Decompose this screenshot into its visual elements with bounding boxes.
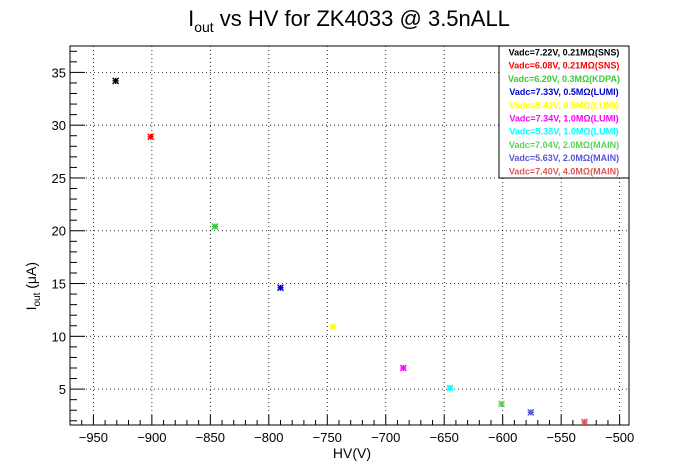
axes: −950 −900 −850 −800 −750 −700 −650 −600 −550 −500… (52, 50, 634, 445)
y-axis-label: Iout (μA) (23, 262, 43, 310)
data-point (329, 323, 337, 331)
legend-entry: Vadc=6.20V, 0.3MΩ(KDPA) (508, 74, 620, 84)
plot-frame (69, 45, 630, 426)
x-tick-label: −650 (430, 430, 459, 445)
legend-entry: Vadc=7.22V, 0.21MΩ(SNS) (509, 48, 620, 58)
legend-box (498, 45, 630, 179)
data-points (112, 77, 589, 426)
data-point (147, 133, 155, 141)
y-tick-label: 20 (52, 224, 66, 239)
y-axis-label-rest: (μA) (23, 262, 39, 293)
x-tick-label: −700 (371, 430, 400, 445)
legend-entry: Vadc=5.63V, 2.0MΩ(MAIN) (509, 153, 619, 163)
chart-title-rest: vs HV for ZK4033 @ 3.5nALL (214, 6, 510, 31)
x-tick-label: −900 (137, 430, 166, 445)
x-tick-label: −750 (313, 430, 342, 445)
chart-title-sub: out (194, 19, 214, 35)
data-point (399, 364, 407, 372)
legend-entry: Vadc=7.04V, 2.0MΩ(MAIN) (509, 140, 619, 150)
y-tick-label: 25 (52, 171, 66, 186)
y-tick-label: 5 (59, 382, 66, 397)
data-point (277, 284, 284, 292)
data-point (581, 418, 589, 426)
legend-entry: Vadc=5.38V, 1.0MΩ(LUMI) (509, 127, 618, 137)
x-axis-label: HV(V) (333, 445, 371, 461)
legend-entry: Vadc=7.34V, 1.0MΩ(LUMI) (509, 114, 618, 124)
legend-entry: Vadc=7.40V, 4.0MΩ(MAIN) (509, 166, 619, 176)
y-tick-label: 35 (52, 65, 66, 80)
data-point (446, 384, 454, 392)
legend-entry: Vadc=7.33V, 0.5MΩ(LUMI) (509, 87, 618, 97)
x-tick-label: −800 (254, 430, 283, 445)
data-point (112, 77, 120, 85)
y-axis-label-sub: out (32, 292, 43, 306)
data-point (498, 400, 506, 408)
x-tick-label: −600 (488, 430, 517, 445)
chart-title-main: I (188, 6, 194, 31)
legend-entry: Vadc=6.08V, 0.21MΩ(SNS) (509, 61, 620, 71)
y-tick-label: 15 (52, 277, 66, 292)
y-tick-label: 30 (52, 118, 66, 133)
x-tick-label: −500 (605, 430, 634, 445)
x-tick-label: −850 (196, 430, 225, 445)
data-point (211, 223, 219, 231)
data-point (527, 408, 535, 416)
y-tick-label: 10 (52, 329, 66, 344)
x-tick-label: −550 (547, 430, 576, 445)
y-axis-label-main: I (23, 307, 39, 311)
legend-entry: Vadc=5.42V, 0.5MΩ(LUMI) (509, 100, 618, 110)
x-tick-label: −950 (79, 430, 108, 445)
legend: Vadc=7.22V, 0.21MΩ(SNS) Vadc=6.08V, 0.21M… (498, 45, 630, 179)
chart-title: Iout vs HV for ZK4033 @ 3.5nALL (188, 6, 510, 35)
